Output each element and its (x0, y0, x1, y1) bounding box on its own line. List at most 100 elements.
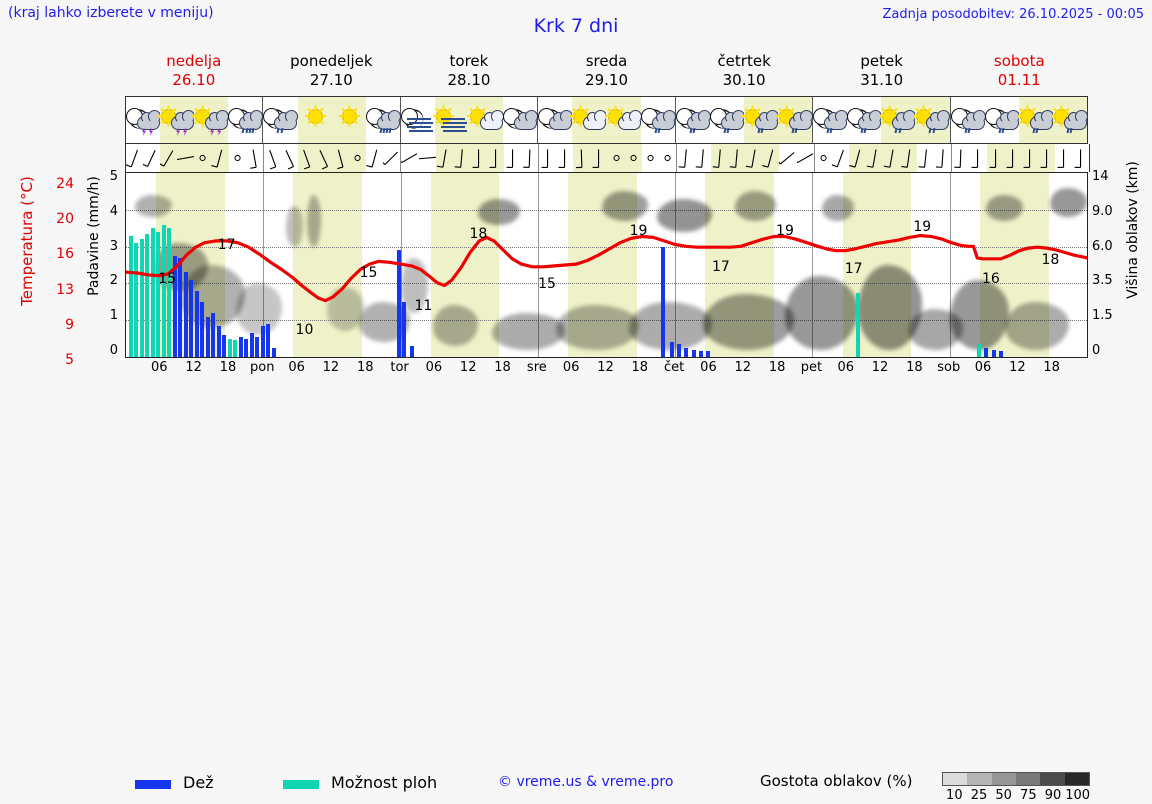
moon-cloud-rain-icon (366, 105, 400, 135)
fog-line-icon (441, 126, 465, 128)
temp-tick-1: 20 (34, 211, 74, 227)
time-tick-24: 06 (975, 360, 992, 375)
sun-icon (342, 109, 357, 124)
sun-cloud-drizzle-icon (1053, 105, 1087, 135)
cloud-tick-5: 0 (1092, 343, 1100, 358)
temperature-label-8: 17 (712, 259, 730, 275)
fog-line-icon (443, 122, 467, 124)
sun-cloud-white-icon (572, 105, 606, 135)
time-tick-6: 18 (357, 360, 374, 375)
temperature-label-3: 15 (360, 265, 378, 281)
time-tick-3: pon (250, 360, 274, 375)
wind-barb-53 (1038, 144, 1055, 172)
wind-barb-24 (539, 144, 556, 172)
showers-legend-swatch (283, 780, 319, 789)
time-tick-0: 06 (151, 360, 168, 375)
wind-barb-18 (436, 144, 453, 172)
time-tick-19: pet (801, 360, 822, 375)
wind-barb-3 (177, 144, 194, 172)
wind-barb-16 (401, 144, 418, 172)
icon-cell-24 (951, 97, 985, 143)
time-tick-18: 18 (769, 360, 786, 375)
density-swatch-2 (992, 773, 1016, 785)
sun-cloud-thunder-icon (194, 105, 228, 135)
time-tick-23: sob (937, 360, 960, 375)
precip-tick-1: 4 (92, 204, 118, 219)
icon-cell-14 (606, 97, 640, 143)
day-name: četrtek (675, 52, 813, 71)
day-name: petek (813, 52, 951, 71)
wind-barb-12 (332, 144, 349, 172)
temperature-label-2: 10 (296, 322, 314, 338)
moon-cloud-drizzle-icon (710, 105, 744, 135)
icon-day-2 (401, 97, 538, 143)
icon-cell-7 (366, 97, 400, 143)
wind-barb-54 (1055, 144, 1072, 172)
day-date: 28.10 (400, 71, 538, 90)
time-tick-9: 12 (460, 360, 477, 375)
wind-barb-19 (453, 144, 470, 172)
precip-tick-2: 3 (92, 239, 118, 254)
temperature-label-7: 19 (630, 223, 648, 239)
icon-cell-27 (1053, 97, 1087, 143)
wind-barb-7 (246, 144, 263, 172)
icon-cell-9 (435, 97, 469, 143)
sun-cloud-drizzle-icon (778, 105, 812, 135)
icon-cell-6 (332, 97, 366, 143)
icon-cell-22 (881, 97, 915, 143)
icon-cell-15 (641, 97, 675, 143)
wind-day-2 (401, 144, 539, 172)
time-tick-12: 06 (563, 360, 580, 375)
temp-tick-0: 24 (34, 176, 74, 192)
time-tick-10: 18 (494, 360, 511, 375)
cloud-icon (618, 116, 641, 130)
sun-fog-icon (435, 105, 469, 135)
fog-line-icon (407, 118, 431, 120)
last-updated: Zadnja posodobitev: 26.10.2025 - 00:05 (882, 7, 1144, 22)
density-swatch-0 (943, 773, 967, 785)
time-tick-25: 12 (1009, 360, 1026, 375)
temperature-label-4: 11 (415, 298, 433, 314)
icon-day-4 (676, 97, 813, 143)
cloud-icon (514, 116, 537, 130)
wind-day-6 (952, 144, 1089, 172)
time-tick-15: čet (664, 360, 684, 375)
density-tick-5: 100 (1065, 788, 1090, 803)
icon-cell-3 (228, 97, 262, 143)
cloud-icon (583, 116, 606, 130)
moon-fog-icon (401, 105, 435, 135)
temp-tick-3: 13 (34, 282, 74, 298)
time-tick-20: 06 (837, 360, 854, 375)
temperature-label-5: 18 (469, 226, 487, 242)
time-tick-16: 06 (700, 360, 717, 375)
copyright-link[interactable]: © vreme.us & vreme.pro (498, 774, 673, 790)
day-name: nedelja (125, 52, 263, 71)
day-name: sobota (950, 52, 1088, 71)
density-tick-2: 50 (995, 788, 1012, 803)
density-tick-0: 10 (946, 788, 963, 803)
icon-cell-4 (263, 97, 297, 143)
cloud-icon (171, 116, 194, 130)
precip-tick-3: 2 (92, 273, 118, 288)
day-date: 30.10 (675, 71, 813, 90)
moon-cloud-drizzle-icon (985, 105, 1019, 135)
sun-cloud-drizzle-icon (744, 105, 778, 135)
day-date: 29.10 (538, 71, 676, 90)
precip-tick-4: 1 (92, 308, 118, 323)
wind-day-4 (677, 144, 815, 172)
rain-legend-swatch (135, 780, 171, 789)
fog-line-icon (409, 122, 433, 124)
density-swatch-1 (967, 773, 991, 785)
temperature-label-10: 17 (845, 261, 863, 277)
moon-cloud-icon (503, 105, 537, 135)
wind-barb-47 (934, 144, 951, 172)
